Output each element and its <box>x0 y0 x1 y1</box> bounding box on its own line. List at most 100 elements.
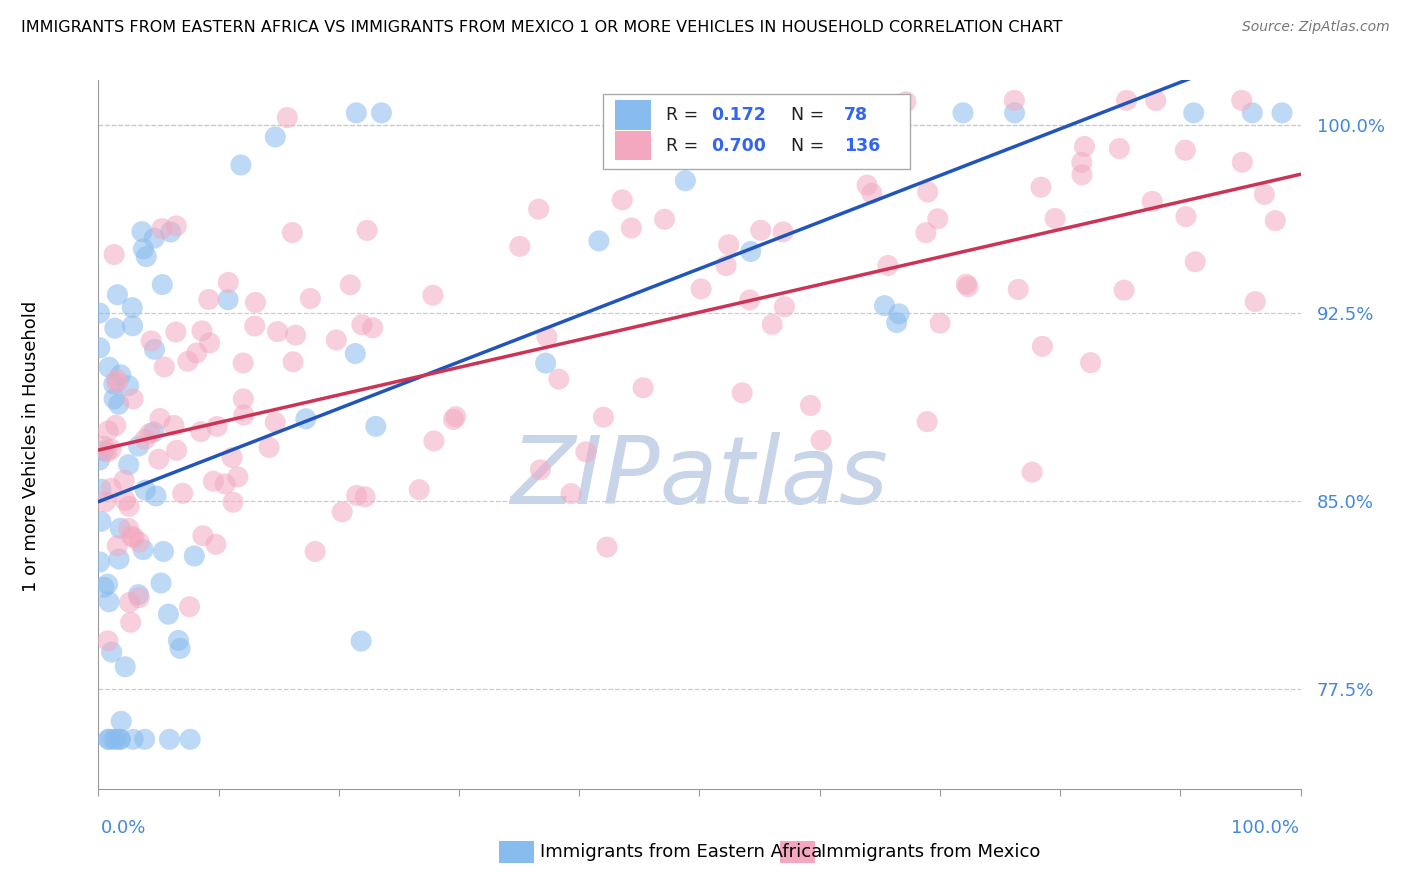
Point <box>177 354 200 368</box>
Point <box>1271 106 1294 120</box>
Point <box>877 259 900 273</box>
Point <box>90 482 112 496</box>
Point <box>444 409 467 424</box>
Point <box>1004 106 1026 120</box>
Point <box>346 488 368 502</box>
Point <box>1073 139 1095 153</box>
Point <box>1043 211 1066 226</box>
Point <box>592 410 614 425</box>
Point <box>89 306 111 320</box>
Text: 100.0%: 100.0% <box>1232 819 1299 837</box>
Point <box>350 318 373 332</box>
Point <box>1140 194 1163 209</box>
Point <box>232 356 254 370</box>
Text: R =: R = <box>666 136 703 154</box>
Point <box>191 529 214 543</box>
Point <box>105 732 128 747</box>
Point <box>529 463 551 477</box>
Point <box>142 425 165 439</box>
Point <box>165 325 187 339</box>
Point <box>761 318 783 332</box>
Point <box>1071 168 1094 182</box>
Point <box>143 231 166 245</box>
Point <box>422 288 444 302</box>
Point <box>117 521 139 535</box>
Point <box>257 441 280 455</box>
Point <box>167 633 190 648</box>
Point <box>536 330 558 344</box>
Point <box>105 376 128 390</box>
Point <box>772 225 794 239</box>
Point <box>350 634 373 648</box>
Point <box>214 477 236 491</box>
Text: 0.172: 0.172 <box>711 106 766 124</box>
Point <box>110 714 132 729</box>
Point <box>330 505 353 519</box>
Point <box>886 316 908 330</box>
Point <box>354 490 377 504</box>
Point <box>717 237 740 252</box>
Point <box>284 328 307 343</box>
Point <box>89 555 111 569</box>
Point <box>205 537 228 551</box>
Point <box>1070 155 1092 169</box>
Point <box>631 381 654 395</box>
Point <box>740 244 762 259</box>
Point <box>266 325 288 339</box>
Point <box>1002 93 1025 107</box>
Point <box>118 458 141 472</box>
Point <box>110 521 132 535</box>
Point <box>128 535 150 549</box>
Text: N =: N = <box>780 136 830 154</box>
Point <box>149 576 172 591</box>
Point <box>229 158 252 172</box>
Point <box>105 287 128 301</box>
Point <box>245 295 267 310</box>
Point <box>132 242 155 256</box>
Point <box>152 544 174 558</box>
Point <box>114 493 136 508</box>
Point <box>96 445 118 459</box>
Point <box>89 453 111 467</box>
Point <box>107 397 129 411</box>
Point <box>927 211 949 226</box>
Point <box>232 392 254 406</box>
Point <box>127 588 149 602</box>
Point <box>1230 93 1253 107</box>
Point <box>620 221 643 235</box>
Point <box>443 412 465 426</box>
Point <box>172 486 194 500</box>
Point <box>408 483 430 497</box>
Point <box>276 111 298 125</box>
Point <box>222 495 245 509</box>
Point <box>89 341 111 355</box>
Point <box>120 615 142 630</box>
Point <box>894 95 917 109</box>
Text: Source: ZipAtlas.com: Source: ZipAtlas.com <box>1241 20 1389 34</box>
Point <box>560 486 582 500</box>
Point <box>100 482 122 496</box>
Point <box>122 392 145 406</box>
Point <box>364 419 387 434</box>
Point <box>1080 356 1102 370</box>
Point <box>264 130 287 145</box>
Point <box>121 318 143 333</box>
Point <box>108 552 131 566</box>
Point <box>423 434 446 448</box>
Point <box>183 549 205 563</box>
Point <box>673 174 696 188</box>
Point <box>810 434 832 448</box>
Point <box>232 408 254 422</box>
Point <box>134 732 156 747</box>
Point <box>281 355 304 369</box>
Point <box>654 212 676 227</box>
Point <box>957 279 980 293</box>
Point <box>1031 339 1053 353</box>
Text: 136: 136 <box>844 136 880 154</box>
Text: 0.0%: 0.0% <box>101 819 146 837</box>
Point <box>90 515 112 529</box>
Point <box>264 415 287 429</box>
Point <box>94 494 117 508</box>
Point <box>148 452 170 467</box>
Point <box>344 346 367 360</box>
